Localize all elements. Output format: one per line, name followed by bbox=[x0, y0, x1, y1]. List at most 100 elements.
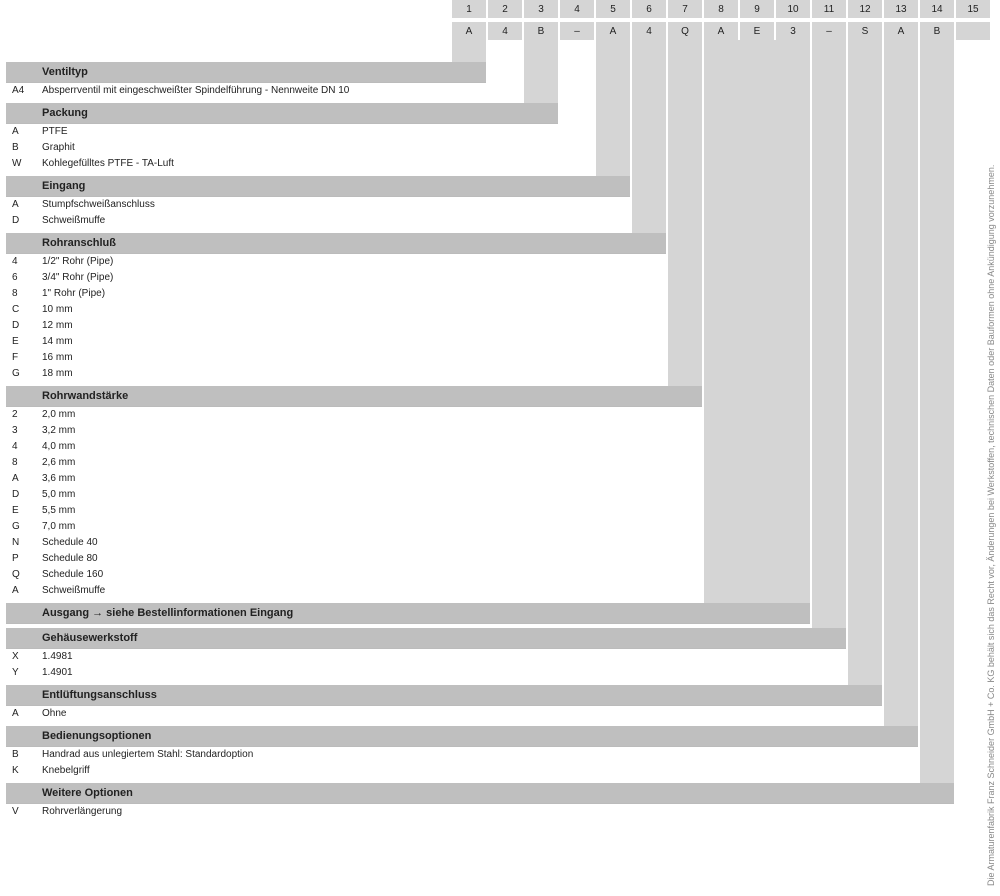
row-desc: Absperrventil mit eingeschweißter Spinde… bbox=[38, 85, 486, 96]
section-title: Gehäusewerkstoff bbox=[6, 628, 846, 648]
row-desc: Graphit bbox=[38, 142, 558, 153]
row-code: X bbox=[6, 651, 38, 662]
section-title: Rohranschluß bbox=[6, 233, 666, 253]
row-code: G bbox=[6, 368, 38, 379]
header-number-cell: 13 bbox=[884, 0, 918, 18]
header-code-cell: B bbox=[920, 22, 954, 40]
row-code: E bbox=[6, 505, 38, 516]
row-desc: 18 mm bbox=[38, 368, 666, 379]
section-title: Entlüftungsanschluss bbox=[6, 685, 882, 705]
row-code: 8 bbox=[6, 457, 38, 468]
header-code-cell: 4 bbox=[488, 22, 522, 40]
row-desc: Schedule 160 bbox=[38, 569, 702, 580]
row-desc: 16 mm bbox=[38, 352, 666, 363]
row-desc: PTFE bbox=[38, 126, 558, 137]
data-row: QSchedule 160 bbox=[6, 567, 702, 583]
row-code: K bbox=[6, 765, 38, 776]
row-code: W bbox=[6, 158, 38, 169]
row-code: F bbox=[6, 352, 38, 363]
row-code: E bbox=[6, 336, 38, 347]
row-desc: 7,0 mm bbox=[38, 521, 702, 532]
row-code: A bbox=[6, 585, 38, 596]
section: Rohrwandstärke22,0 mm33,2 mm44,0 mm82,6 … bbox=[6, 386, 960, 599]
data-row: PSchedule 80 bbox=[6, 551, 702, 567]
header-code-cell: A bbox=[452, 22, 486, 40]
data-row: VRohrverlängerung bbox=[6, 804, 954, 820]
header-code-cell: 4 bbox=[632, 22, 666, 40]
header-number-cell: 12 bbox=[848, 0, 882, 18]
row-code: D bbox=[6, 215, 38, 226]
data-row: 81" Rohr (Pipe) bbox=[6, 286, 666, 302]
row-desc: 5,0 mm bbox=[38, 489, 702, 500]
row-code: 6 bbox=[6, 272, 38, 283]
data-row: D12 mm bbox=[6, 318, 666, 334]
header-code-cell bbox=[956, 22, 990, 40]
row-desc: 4,0 mm bbox=[38, 441, 702, 452]
section-title: Rohrwandstärke bbox=[6, 386, 702, 406]
row-desc: Schedule 40 bbox=[38, 537, 702, 548]
header-code-cell: E bbox=[740, 22, 774, 40]
header-code-cell: S bbox=[848, 22, 882, 40]
data-row: A3,6 mm bbox=[6, 471, 702, 487]
data-row: E5,5 mm bbox=[6, 503, 702, 519]
row-desc: 12 mm bbox=[38, 320, 666, 331]
header-number-cell: 6 bbox=[632, 0, 666, 18]
data-row: AStumpfschweißanschluss bbox=[6, 197, 630, 213]
section: Ausgang → siehe Bestellinformationen Ein… bbox=[6, 603, 960, 624]
header-code-cell: A bbox=[596, 22, 630, 40]
row-desc: Kohlegefülltes PTFE - TA-Luft bbox=[38, 158, 558, 169]
row-code: C bbox=[6, 304, 38, 315]
row-desc: 3,2 mm bbox=[38, 425, 702, 436]
row-code: A bbox=[6, 473, 38, 484]
header-numbers-row: 123456789101112131415 bbox=[0, 0, 960, 18]
data-row: G18 mm bbox=[6, 366, 666, 382]
header-code-cell: B bbox=[524, 22, 558, 40]
section-title: Bedienungsoptionen bbox=[6, 726, 918, 746]
header-code-cell: – bbox=[812, 22, 846, 40]
section-title: Ventiltyp bbox=[6, 62, 486, 82]
header-number-cell: 1 bbox=[452, 0, 486, 18]
row-code: Y bbox=[6, 667, 38, 678]
section-title: Weitere Optionen bbox=[6, 783, 954, 803]
vertical-disclaimer: Die Armaturenfabrik Franz Schneider GmbH… bbox=[986, 106, 998, 886]
header-codes-row: A4B–A4QAE3–SAB bbox=[0, 22, 960, 40]
row-code: A bbox=[6, 126, 38, 137]
row-code: 8 bbox=[6, 288, 38, 299]
data-row: E14 mm bbox=[6, 334, 666, 350]
data-row: F16 mm bbox=[6, 350, 666, 366]
header-number-cell: 10 bbox=[776, 0, 810, 18]
header-number-cell: 4 bbox=[560, 0, 594, 18]
header-number-cell: 8 bbox=[704, 0, 738, 18]
row-code: A4 bbox=[6, 85, 38, 96]
row-desc: 2,6 mm bbox=[38, 457, 702, 468]
section-title: Eingang bbox=[6, 176, 630, 196]
header-code-cell: 3 bbox=[776, 22, 810, 40]
data-row: 82,6 mm bbox=[6, 455, 702, 471]
header-number-cell: 2 bbox=[488, 0, 522, 18]
data-row: 22,0 mm bbox=[6, 407, 702, 423]
data-row: Y1.4901 bbox=[6, 665, 846, 681]
row-desc: Rohrverlängerung bbox=[38, 806, 954, 817]
row-desc: Schweißmuffe bbox=[38, 215, 630, 226]
row-code: G bbox=[6, 521, 38, 532]
data-row: C10 mm bbox=[6, 302, 666, 318]
data-row: D5,0 mm bbox=[6, 487, 702, 503]
data-row: 41/2" Rohr (Pipe) bbox=[6, 254, 666, 270]
header-spacer bbox=[0, 0, 450, 18]
row-code: D bbox=[6, 489, 38, 500]
row-desc: 2,0 mm bbox=[38, 409, 702, 420]
section: Rohranschluß41/2" Rohr (Pipe)63/4" Rohr … bbox=[6, 233, 960, 382]
row-desc: 1" Rohr (Pipe) bbox=[38, 288, 666, 299]
row-desc: Stumpfschweißanschluss bbox=[38, 199, 630, 210]
row-desc: Ohne bbox=[38, 708, 882, 719]
row-code: A bbox=[6, 199, 38, 210]
data-row: X1.4981 bbox=[6, 649, 846, 665]
header-code-cell: – bbox=[560, 22, 594, 40]
section: GehäusewerkstoffX1.4981Y1.4901 bbox=[6, 628, 960, 681]
hairline bbox=[6, 623, 810, 624]
data-row: AOhne bbox=[6, 706, 882, 722]
row-desc: 14 mm bbox=[38, 336, 666, 347]
data-row: 44,0 mm bbox=[6, 439, 702, 455]
data-row: APTFE bbox=[6, 124, 558, 140]
header-spacer bbox=[0, 22, 450, 40]
